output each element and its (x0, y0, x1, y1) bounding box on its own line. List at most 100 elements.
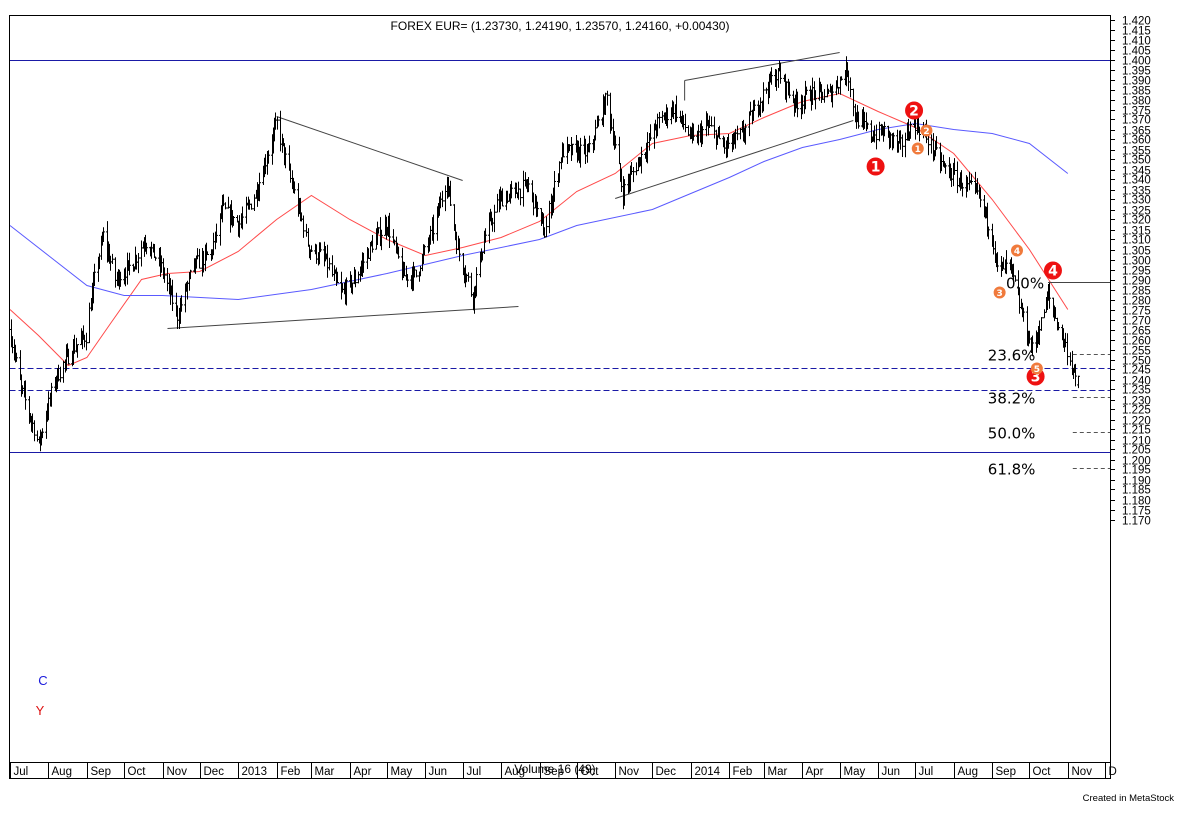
x-axis-tick-label: May (844, 766, 866, 778)
price-bar (467, 272, 470, 282)
price-bar (762, 82, 765, 112)
wave-label-number: 1 (915, 145, 921, 155)
price-bar (458, 238, 461, 262)
price-bar (935, 136, 938, 150)
price-bar (527, 177, 530, 193)
price-bar (918, 126, 921, 142)
y-axis-tick-label: 1.380 (1122, 96, 1151, 108)
price-bar (258, 172, 261, 202)
y-axis-tick-label: 1.415 (1122, 26, 1151, 38)
price-bar (432, 214, 435, 244)
price-bar (1014, 275, 1017, 282)
x-axis-tick-label: Oct (1033, 766, 1052, 778)
y-axis-tick-label: 1.300 (1122, 256, 1151, 268)
price-bar (501, 188, 504, 207)
price-bar (93, 263, 96, 286)
y-axis-tick-label: 1.375 (1122, 106, 1151, 118)
x-axis-tick-label: Oct (128, 766, 147, 778)
price-bar (953, 158, 956, 175)
price-bar (415, 269, 418, 278)
trendline-1 (167, 306, 519, 329)
price-bar (206, 251, 209, 255)
y-axis-tick-label: 1.335 (1122, 186, 1151, 198)
price-bar (744, 123, 747, 145)
price-bar (779, 62, 782, 84)
price-bar (215, 223, 218, 243)
price-axis: 1.1701.1751.1801.1851.1901.1951.2001.205… (1110, 16, 1151, 528)
y-axis-tick-label: 1.195 (1122, 465, 1151, 477)
y-axis-tick-label: 1.240 (1122, 376, 1151, 388)
fib-level-label: 38.2% (988, 390, 1036, 408)
fib-level-label: 61.8% (988, 461, 1036, 479)
wave-label-minor-4: 4 (1010, 244, 1023, 257)
fib-level-label: 50.0% (988, 425, 1036, 443)
price-bar (675, 95, 678, 122)
y-axis-tick-label: 1.180 (1122, 496, 1151, 508)
y-axis-tick-label: 1.290 (1122, 276, 1151, 288)
price-bar (41, 428, 44, 439)
price-bar (562, 143, 565, 158)
price-bar (198, 248, 201, 269)
price-bar (1074, 363, 1077, 387)
wave-label-circle (905, 101, 924, 120)
y-axis-tick-label: 1.205 (1122, 445, 1151, 457)
price-bar (111, 253, 114, 264)
price-bar (701, 126, 704, 145)
price-bar (545, 216, 548, 238)
price-bar (796, 91, 799, 118)
price-bar (423, 244, 426, 256)
price-bar (857, 111, 860, 129)
y-axis-tick-label: 1.235 (1122, 385, 1151, 397)
price-bar (336, 271, 339, 284)
fibonacci-layer: 0.0% 23.6% 38.2% 50.0% 61.8% (988, 275, 1110, 479)
wave-label-number: 4 (1048, 264, 1058, 280)
y-axis-tick-label: 1.210 (1122, 436, 1151, 448)
price-bar (909, 121, 912, 139)
x-axis-tick-label: Dec (204, 766, 225, 778)
price-bar (1031, 335, 1034, 357)
price-bar (823, 89, 826, 103)
wave-label-major-2: 2 (905, 101, 924, 120)
price-bar (276, 116, 279, 130)
price-bar (571, 143, 574, 156)
price-bar (640, 146, 643, 174)
price-bar (606, 90, 609, 106)
y-axis-tick-label: 1.315 (1122, 226, 1151, 238)
price-bar (649, 124, 652, 141)
price-bar (753, 99, 756, 111)
y-axis-tick-label: 1.190 (1122, 476, 1151, 488)
price-bar (770, 67, 773, 85)
price-bar (579, 137, 582, 168)
corner-letter-c: C (38, 673, 47, 688)
y-axis-tick-label: 1.350 (1122, 155, 1151, 167)
price-bar (623, 179, 626, 206)
y-axis-tick-label: 1.360 (1122, 135, 1151, 147)
price-bar (362, 252, 365, 273)
price-bar (736, 125, 739, 141)
y-axis-tick-label: 1.345 (1122, 166, 1151, 178)
y-axis-tick-label: 1.220 (1122, 416, 1151, 428)
x-axis-tick-label: Feb (733, 766, 753, 778)
price-bar (883, 121, 886, 137)
y-axis-tick-label: 1.255 (1122, 346, 1151, 358)
y-axis-tick-label: 1.395 (1122, 66, 1151, 78)
price-bar (519, 188, 522, 206)
price-bar (901, 134, 904, 157)
price-bar (145, 242, 148, 255)
price-bar (128, 252, 131, 276)
trendline-3 (615, 120, 854, 199)
price-bar (831, 84, 834, 108)
x-axis-tick-label: Jul (14, 766, 29, 778)
price-bar (241, 206, 244, 230)
price-bar (50, 382, 53, 407)
y-axis-tick-label: 1.265 (1122, 326, 1151, 338)
x-axis-tick-label: Mar (768, 766, 788, 778)
price-bar (232, 216, 235, 226)
price-bar (536, 201, 539, 217)
price-bar (293, 181, 296, 194)
price-bar (597, 115, 600, 127)
x-axis-tick-label: May (391, 766, 413, 778)
y-axis-tick-label: 1.320 (1122, 215, 1151, 227)
fib-level-label: 23.6% (988, 347, 1036, 365)
price-bar (154, 256, 157, 261)
